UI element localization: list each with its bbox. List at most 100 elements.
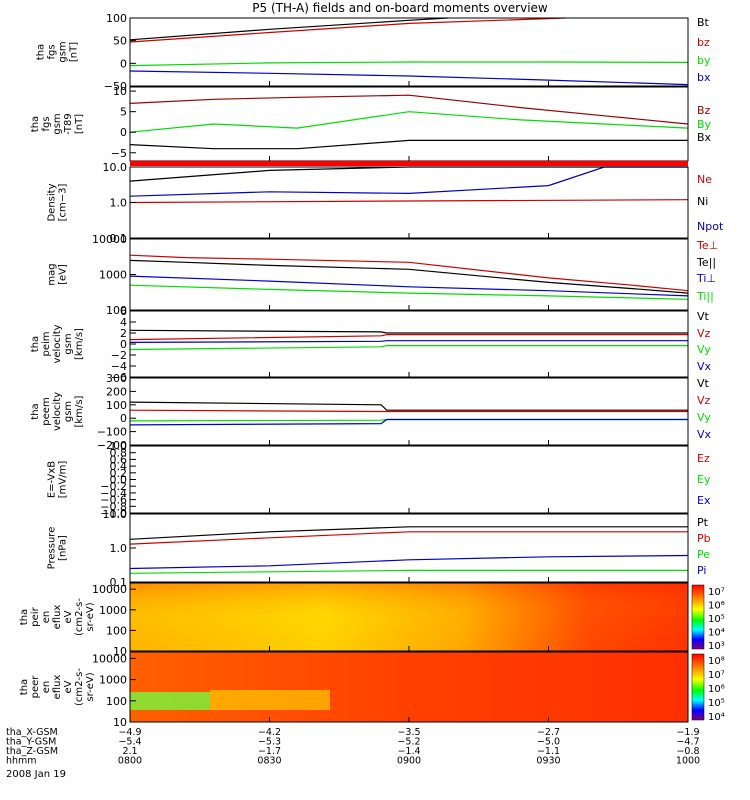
series-line-Vx: [129, 340, 688, 343]
y-axis-label: [eV]: [58, 264, 69, 285]
y-axis-label: gsm: [52, 113, 63, 134]
y-axis-label: tha: [19, 679, 30, 695]
axis-row-label: tha_X-GSM: [6, 727, 58, 738]
panel-1: Bt bz by bx 100 50 0 −50 tha fgs gsm [nT]: [36, 12, 711, 93]
series-line-Vx: [129, 418, 688, 426]
y-tick-label: −2: [111, 349, 127, 362]
y-tick-label: 10: [113, 645, 127, 658]
y-tick-label: −6: [111, 371, 127, 384]
y-tick-label: 1.0: [110, 197, 128, 210]
axis-tick-value: −4.9: [118, 727, 141, 738]
y-axis-label: sr-eV): [85, 602, 96, 631]
legend-label: Vy: [697, 411, 711, 424]
series-line-Vz: [129, 334, 688, 341]
y-tick-label: 1000: [99, 674, 127, 687]
axis-tick-value: 1000: [676, 756, 700, 767]
series-line-Ti||: [129, 284, 689, 300]
series-line-Te||: [129, 259, 689, 294]
axis-tick-value: −5.0: [537, 737, 560, 748]
y-axis-label: [nT]: [69, 42, 80, 62]
y-tick-label: 0: [120, 126, 127, 139]
y-axis-label: [nT]: [74, 114, 85, 134]
axis-tick-value: −4.7: [676, 737, 699, 748]
y-tick-label: 200: [106, 385, 127, 398]
axis-tick-value: −0.8: [676, 746, 699, 757]
series-line-Pe: [129, 569, 688, 574]
series-line-Bx: [129, 139, 688, 150]
axis-tick-value: −4.2: [258, 727, 281, 738]
colorbar-tick-label: 10⁶: [708, 601, 725, 612]
y-axis-label: velocity: [52, 392, 63, 431]
series-line-by: [129, 61, 689, 67]
axis-row-label: tha_Z-GSM: [6, 746, 58, 757]
y-tick-label: 0.0: [110, 474, 128, 487]
spectrogram-fill: [130, 652, 688, 722]
y-axis-label: [km/s]: [74, 395, 85, 427]
axis-tick-value: −1.1: [537, 746, 560, 757]
legend-label: Vy: [697, 343, 711, 356]
y-axis-label: tha: [36, 44, 47, 60]
legend-label: bz: [697, 36, 710, 49]
series-line-Bt: [129, 17, 449, 41]
x-axis-table: tha_X-GSM −4.9 −4.2 −3.5 −2.7 −1.9 tha_Y-GSM −5…: [6, 727, 700, 767]
axis-row-label: hhmm: [6, 756, 37, 767]
y-tick-label: 300: [106, 372, 127, 385]
y-tick-label: 0: [120, 57, 127, 70]
panel-9: 10⁷ 10⁶ 10⁵ 10⁴ 10³ 10000 1000 100 10 tha peir en ef…: [19, 582, 725, 658]
axis-tick-value: −1.4: [397, 746, 420, 757]
series-line-Vt: [129, 401, 688, 411]
y-tick-label: −1.0: [100, 507, 127, 520]
series-line-bx: [129, 70, 689, 86]
panel-frame: [129, 238, 689, 311]
y-tick-label: 0.4: [110, 460, 128, 473]
legend-label: Te⊥: [696, 239, 718, 252]
date-label: 2008 Jan 19: [6, 769, 66, 780]
legend-label: By: [697, 118, 712, 131]
legend-label: Vz: [697, 394, 711, 407]
legend-label: Ex: [697, 494, 711, 507]
legend-label: Pe: [697, 548, 710, 561]
y-axis-label: velocity: [52, 324, 63, 363]
spectrogram-low-energy-patch: [130, 692, 210, 710]
series-line-Ni: [129, 166, 688, 182]
y-tick-label: 0.8: [110, 447, 128, 460]
y-axis-label: tha: [30, 116, 41, 132]
figure-title: P5 (TH-A) fields and on-board moments ov…: [252, 1, 548, 15]
y-axis-label: (cm2-s-: [74, 598, 85, 636]
spectrogram-low-energy-band: [210, 690, 330, 710]
series-line-Vz: [129, 409, 688, 413]
y-axis-label: gsm: [63, 333, 74, 354]
y-axis-label: [nPa]: [58, 535, 69, 561]
y-axis-label: eV: [63, 610, 74, 623]
y-tick-label: 0.1: [110, 576, 128, 589]
axis-tick-value: 0900: [397, 756, 421, 767]
y-axis-label: -T89: [63, 113, 74, 135]
legend-label: Npot: [697, 220, 724, 233]
colorbar-tick-label: 10³: [708, 641, 725, 652]
axis-tick-value: −5.4: [118, 737, 141, 748]
y-axis-label: [km/s]: [74, 328, 85, 360]
series-line-Te⊥: [129, 254, 689, 292]
series-line-bz: [129, 17, 566, 43]
axis-tick-value: −5.2: [397, 737, 420, 748]
panel-frame: [129, 445, 689, 514]
y-tick-label: 0.1: [110, 232, 128, 245]
legend-label: Te||: [696, 256, 716, 269]
legend-label: Ey: [697, 473, 711, 486]
legend-label: Bz: [697, 104, 711, 117]
y-tick-label: 0: [120, 412, 127, 425]
y-tick-label: 10000: [92, 652, 127, 665]
y-axis-label: tha: [30, 336, 41, 352]
y-tick-label: 1.0: [110, 542, 128, 555]
y-tick-label: 10.0: [103, 161, 128, 174]
y-axis-label: fgs: [41, 116, 52, 131]
y-tick-label: 100: [106, 399, 127, 412]
y-tick-label: 100: [106, 695, 127, 708]
panel-7: Ez Ey Ex 1.00.80.60.40.20.0−0.2−0.4−0.6−0.8…: [47, 440, 711, 520]
y-tick-label: −0.6: [100, 494, 127, 507]
colorbar: [691, 653, 705, 721]
axis-tick-value: −1.7: [258, 746, 281, 757]
y-tick-label: −0.2: [100, 480, 127, 493]
